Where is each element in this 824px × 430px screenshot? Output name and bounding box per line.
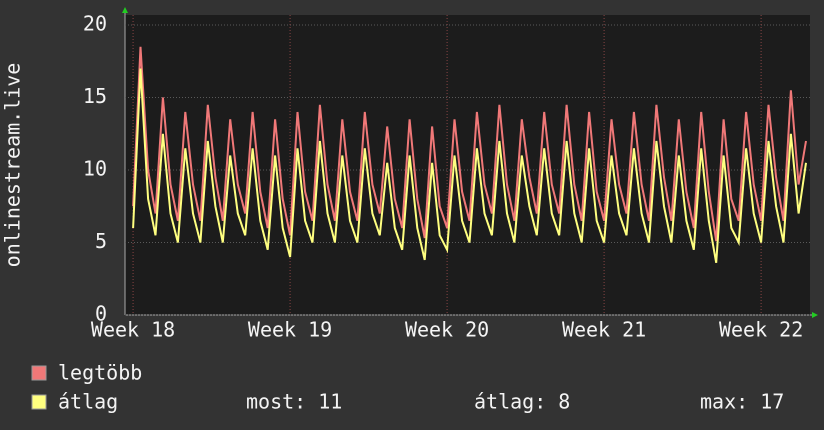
x-tick-label: Week 20: [405, 318, 489, 342]
y-tick-label: 10: [83, 157, 107, 181]
legend-swatch: [31, 394, 47, 410]
y-tick-label: 5: [95, 229, 107, 253]
legend-swatch: [31, 365, 47, 381]
y-tick-label: 15: [83, 84, 107, 108]
y-tick-label: 0: [95, 302, 107, 326]
y-arrow: [122, 7, 128, 13]
legend-stat: most: 11: [246, 390, 342, 414]
series-line: [132, 68, 807, 263]
legend-label: átlag: [58, 390, 118, 414]
plot-area: [125, 15, 810, 315]
x-tick-label: Week 19: [248, 318, 332, 342]
x-tick-label: Week 21: [562, 318, 646, 342]
series-line: [132, 46, 807, 242]
y-tick-label: 20: [83, 12, 107, 36]
x-tick-label: Week 22: [719, 318, 803, 342]
x-arrow: [812, 312, 818, 318]
y-axis-title: onlinestream.live: [1, 63, 25, 268]
legend-stat: max: 17: [700, 390, 784, 414]
legend-stat: átlag: 8: [474, 390, 570, 414]
legend-label: legtöbb: [58, 361, 142, 385]
x-tick-label: Week 18: [91, 318, 175, 342]
